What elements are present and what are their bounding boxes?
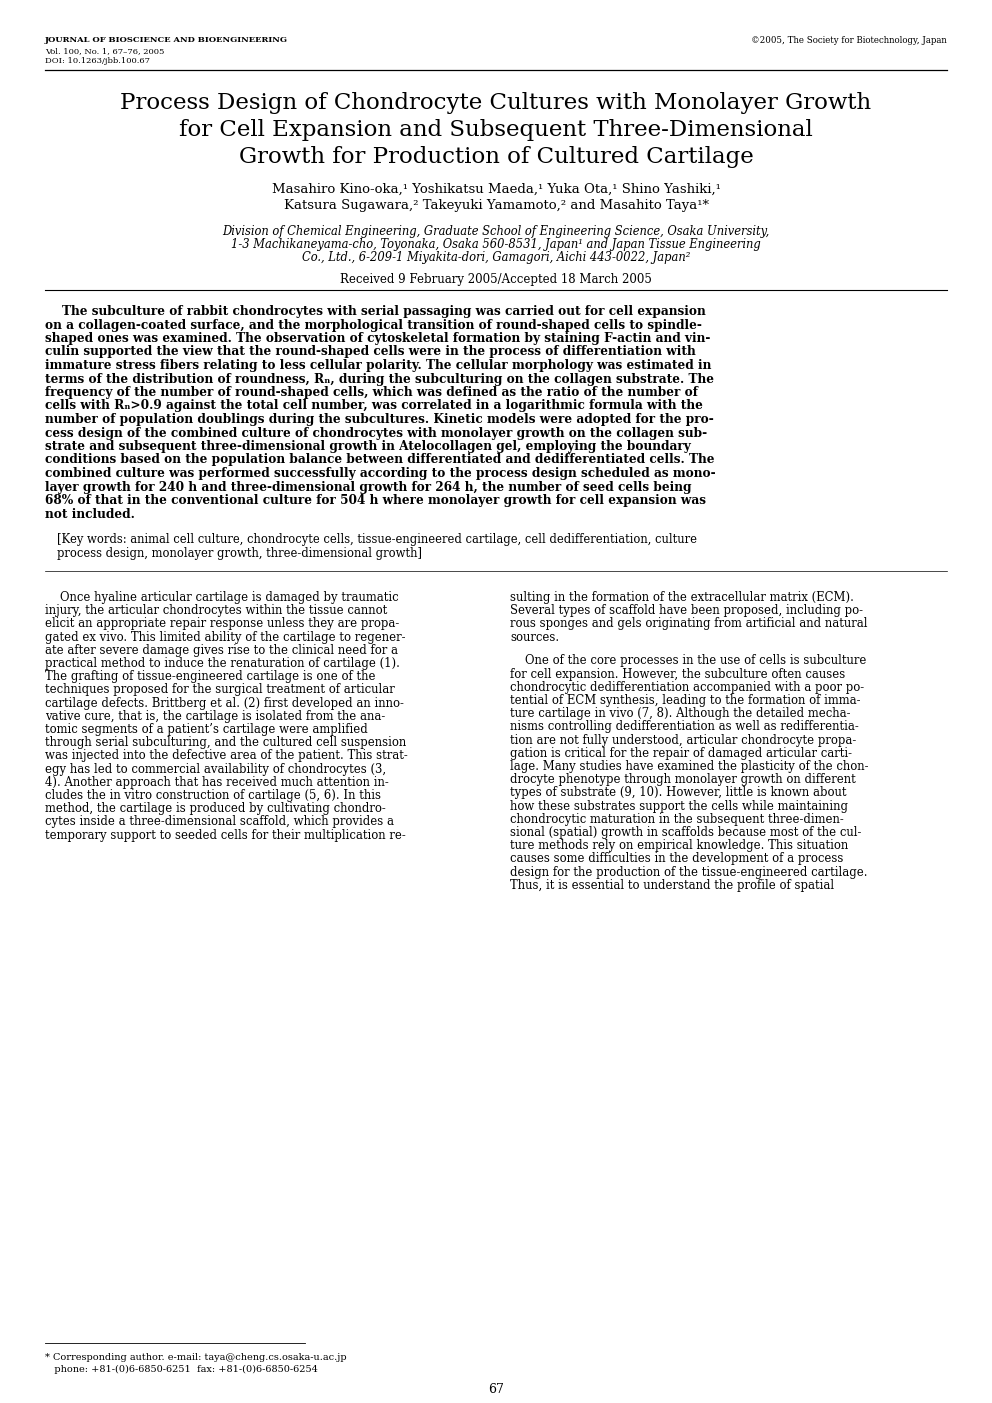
Text: design for the production of the tissue-engineered cartilage.: design for the production of the tissue-… xyxy=(510,866,867,878)
Text: method, the cartilage is produced by cultivating chondro-: method, the cartilage is produced by cul… xyxy=(45,803,386,815)
Text: cess design of the combined culture of chondrocytes with monolayer growth on the: cess design of the combined culture of c… xyxy=(45,427,707,439)
Text: elicit an appropriate repair response unless they are propa-: elicit an appropriate repair response un… xyxy=(45,617,399,630)
Text: nisms controlling dedifferentiation as well as redifferentia-: nisms controlling dedifferentiation as w… xyxy=(510,720,859,734)
Text: ate after severe damage gives rise to the clinical need for a: ate after severe damage gives rise to th… xyxy=(45,644,398,657)
Text: Growth for Production of Cultured Cartilage: Growth for Production of Cultured Cartil… xyxy=(239,146,753,168)
Text: tomic segments of a patient’s cartilage were amplified: tomic segments of a patient’s cartilage … xyxy=(45,723,368,737)
Text: lage. Many studies have examined the plasticity of the chon-: lage. Many studies have examined the pla… xyxy=(510,760,869,773)
Text: 67: 67 xyxy=(488,1383,504,1396)
Text: for Cell Expansion and Subsequent Three-Dimensional: for Cell Expansion and Subsequent Three-… xyxy=(180,119,812,140)
Text: was injected into the defective area of the patient. This strat-: was injected into the defective area of … xyxy=(45,749,408,762)
Text: Katsura Sugawara,² Takeyuki Yamamoto,² and Masahito Taya¹*: Katsura Sugawara,² Takeyuki Yamamoto,² a… xyxy=(284,199,708,212)
Text: ture cartilage in vivo (7, 8). Although the detailed mecha-: ture cartilage in vivo (7, 8). Although … xyxy=(510,707,850,720)
Text: number of population doublings during the subcultures. Kinetic models were adopt: number of population doublings during th… xyxy=(45,412,714,427)
Text: strate and subsequent three-dimensional growth in Atelocollagen gel, employing t: strate and subsequent three-dimensional … xyxy=(45,441,690,453)
Text: JOURNAL OF BIOSCIENCE AND BIOENGINEERING: JOURNAL OF BIOSCIENCE AND BIOENGINEERING xyxy=(45,36,288,43)
Text: techniques proposed for the surgical treatment of articular: techniques proposed for the surgical tre… xyxy=(45,683,395,696)
Text: drocyte phenotype through monolayer growth on different: drocyte phenotype through monolayer grow… xyxy=(510,773,856,786)
Text: Masahiro Kino-oka,¹ Yoshikatsu Maeda,¹ Yuka Ota,¹ Shino Yashiki,¹: Masahiro Kino-oka,¹ Yoshikatsu Maeda,¹ Y… xyxy=(272,182,720,196)
Text: how these substrates support the cells while maintaining: how these substrates support the cells w… xyxy=(510,800,848,812)
Text: chondrocytic dedifferentiation accompanied with a poor po-: chondrocytic dedifferentiation accompani… xyxy=(510,680,864,693)
Text: cells with Rₙ>0.9 against the total cell number, was correlated in a logarithmic: cells with Rₙ>0.9 against the total cell… xyxy=(45,400,703,412)
Text: cytes inside a three-dimensional scaffold, which provides a: cytes inside a three-dimensional scaffol… xyxy=(45,815,394,828)
Text: causes some difficulties in the development of a process: causes some difficulties in the developm… xyxy=(510,853,843,866)
Text: combined culture was performed successfully according to the process design sche: combined culture was performed successfu… xyxy=(45,467,715,480)
Text: rous sponges and gels originating from artificial and natural: rous sponges and gels originating from a… xyxy=(510,617,867,630)
Text: Several types of scaffold have been proposed, including po-: Several types of scaffold have been prop… xyxy=(510,605,863,617)
Text: shaped ones was examined. The observation of cytoskeletal formation by staining : shaped ones was examined. The observatio… xyxy=(45,333,710,345)
Text: Thus, it is essential to understand the profile of spatial: Thus, it is essential to understand the … xyxy=(510,878,834,892)
Text: terms of the distribution of roundness, Rₙ, during the subculturing on the colla: terms of the distribution of roundness, … xyxy=(45,373,714,386)
Text: One of the core processes in the use of cells is subculture: One of the core processes in the use of … xyxy=(510,654,866,668)
Text: cludes the in vitro construction of cartilage (5, 6). In this: cludes the in vitro construction of cart… xyxy=(45,788,381,803)
Text: culin supported the view that the round-shaped cells were in the process of diff: culin supported the view that the round-… xyxy=(45,345,695,359)
Text: 1-3 Machikaneyama-cho, Toyonaka, Osaka 560-8531, Japan¹ and Japan Tissue Enginee: 1-3 Machikaneyama-cho, Toyonaka, Osaka 5… xyxy=(231,239,761,251)
Text: 4). Another approach that has received much attention in-: 4). Another approach that has received m… xyxy=(45,776,389,788)
Text: Co., Ltd., 6-209-1 Miyakita-dori, Gamagori, Aichi 443-0022, Japan²: Co., Ltd., 6-209-1 Miyakita-dori, Gamago… xyxy=(302,251,690,264)
Text: The grafting of tissue-engineered cartilage is one of the: The grafting of tissue-engineered cartil… xyxy=(45,671,376,683)
Text: DOI: 10.1263/jbb.100.67: DOI: 10.1263/jbb.100.67 xyxy=(45,58,150,65)
Text: ©2005, The Society for Biotechnology, Japan: ©2005, The Society for Biotechnology, Ja… xyxy=(751,36,947,45)
Text: through serial subculturing, and the cultured cell suspension: through serial subculturing, and the cul… xyxy=(45,737,407,749)
Text: injury, the articular chondrocytes within the tissue cannot: injury, the articular chondrocytes withi… xyxy=(45,605,387,617)
Text: tion are not fully understood, articular chondrocyte propa-: tion are not fully understood, articular… xyxy=(510,734,856,746)
Text: immature stress fibers relating to less cellular polarity. The cellular morpholo: immature stress fibers relating to less … xyxy=(45,359,711,372)
Text: sional (spatial) growth in scaffolds because most of the cul-: sional (spatial) growth in scaffolds bec… xyxy=(510,826,861,839)
Text: for cell expansion. However, the subculture often causes: for cell expansion. However, the subcult… xyxy=(510,668,845,680)
Text: * Corresponding author. e-mail: taya@cheng.cs.osaka-u.ac.jp: * Corresponding author. e-mail: taya@che… xyxy=(45,1352,346,1362)
Text: temporary support to seeded cells for their multiplication re-: temporary support to seeded cells for th… xyxy=(45,829,406,842)
Text: frequency of the number of round-shaped cells, which was defined as the ratio of: frequency of the number of round-shaped … xyxy=(45,386,698,398)
Text: Division of Chemical Engineering, Graduate School of Engineering Science, Osaka : Division of Chemical Engineering, Gradua… xyxy=(222,224,770,239)
Text: cartilage defects. Brittberg et al. (2) first developed an inno-: cartilage defects. Brittberg et al. (2) … xyxy=(45,697,404,710)
Text: 68% of that in the conventional culture for 504 h where monolayer growth for cel: 68% of that in the conventional culture … xyxy=(45,494,706,506)
Text: gated ex vivo. This limited ability of the cartilage to regener-: gated ex vivo. This limited ability of t… xyxy=(45,630,406,644)
Text: chondrocytic maturation in the subsequent three-dimen-: chondrocytic maturation in the subsequen… xyxy=(510,812,844,826)
Text: [Key words: animal cell culture, chondrocyte cells, tissue-engineered cartilage,: [Key words: animal cell culture, chondro… xyxy=(57,533,697,546)
Text: conditions based on the population balance between differentiated and dedifferen: conditions based on the population balan… xyxy=(45,453,714,467)
Text: on a collagen-coated surface, and the morphological transition of round-shaped c: on a collagen-coated surface, and the mo… xyxy=(45,318,702,331)
Text: process design, monolayer growth, three-dimensional growth]: process design, monolayer growth, three-… xyxy=(57,547,422,560)
Text: Received 9 February 2005/Accepted 18 March 2005: Received 9 February 2005/Accepted 18 Mar… xyxy=(340,274,652,286)
Text: The subculture of rabbit chondrocytes with serial passaging was carried out for : The subculture of rabbit chondrocytes wi… xyxy=(45,304,705,318)
Text: practical method to induce the renaturation of cartilage (1).: practical method to induce the renaturat… xyxy=(45,657,400,671)
Text: not included.: not included. xyxy=(45,508,135,521)
Text: egy has led to commercial availability of chondrocytes (3,: egy has led to commercial availability o… xyxy=(45,763,386,776)
Text: Once hyaline articular cartilage is damaged by traumatic: Once hyaline articular cartilage is dama… xyxy=(45,591,399,605)
Text: phone: +81-(0)6-6850-6251  fax: +81-(0)6-6850-6254: phone: +81-(0)6-6850-6251 fax: +81-(0)6-… xyxy=(45,1365,317,1374)
Text: sulting in the formation of the extracellular matrix (ECM).: sulting in the formation of the extracel… xyxy=(510,591,854,605)
Text: tential of ECM synthesis, leading to the formation of imma-: tential of ECM synthesis, leading to the… xyxy=(510,694,860,707)
Text: layer growth for 240 h and three-dimensional growth for 264 h, the number of see: layer growth for 240 h and three-dimensi… xyxy=(45,480,691,494)
Text: Process Design of Chondrocyte Cultures with Monolayer Growth: Process Design of Chondrocyte Cultures w… xyxy=(120,93,872,114)
Text: types of substrate (9, 10). However, little is known about: types of substrate (9, 10). However, lit… xyxy=(510,786,846,800)
Text: gation is critical for the repair of damaged articular carti-: gation is critical for the repair of dam… xyxy=(510,746,852,760)
Text: ture methods rely on empirical knowledge. This situation: ture methods rely on empirical knowledge… xyxy=(510,839,848,852)
Text: Vol. 100, No. 1, 67–76, 2005: Vol. 100, No. 1, 67–76, 2005 xyxy=(45,46,165,55)
Text: vative cure, that is, the cartilage is isolated from the ana-: vative cure, that is, the cartilage is i… xyxy=(45,710,385,723)
Text: sources.: sources. xyxy=(510,630,559,644)
